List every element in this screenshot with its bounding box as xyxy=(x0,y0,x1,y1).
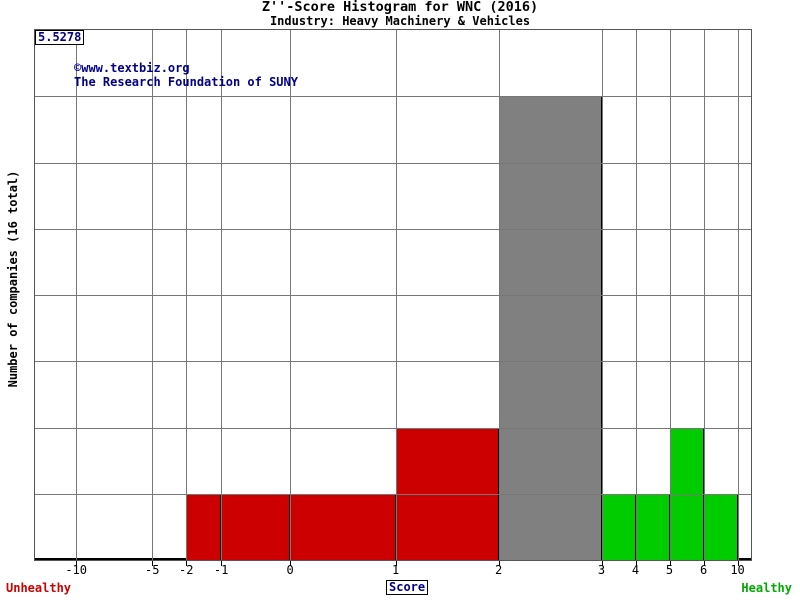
x-tick-mark xyxy=(290,561,292,566)
chart-title: Z''-Score Histogram for WNC (2016) xyxy=(261,0,539,15)
x-tick-mark xyxy=(669,561,671,566)
gridline-horizontal xyxy=(35,493,751,495)
gridline-horizontal xyxy=(35,228,751,230)
x-tick-label: 10 xyxy=(730,563,745,577)
x-tick-mark xyxy=(152,561,154,566)
plot-area: 5.5278 ©www.textbiz.org The Research Fou… xyxy=(34,29,752,561)
score-marker-label: 5.5278 xyxy=(35,30,85,45)
chart-subtitle: Industry: Heavy Machinery & Vehicles xyxy=(269,14,531,28)
watermark-line-1: ©www.textbiz.org xyxy=(74,61,190,75)
histogram-bar xyxy=(635,493,670,560)
x-tick-mark xyxy=(498,561,500,566)
gridline-horizontal xyxy=(35,295,751,296)
x-tick-label: 3 xyxy=(597,563,606,577)
histogram-bar xyxy=(737,558,751,560)
healthy-label: Healthy xyxy=(741,581,792,595)
histogram-bar xyxy=(221,493,291,560)
y-axis-title: Number of companies (16 total) xyxy=(6,170,20,388)
x-tick-label: -10 xyxy=(65,563,87,577)
histogram-bar xyxy=(703,493,738,560)
x-tick-label: 4 xyxy=(631,563,640,577)
x-tick-label: -1 xyxy=(213,563,229,577)
x-tick-mark xyxy=(601,561,603,566)
histogram-bar xyxy=(152,558,187,560)
x-tick-label: 5 xyxy=(665,563,674,577)
watermark-line-2: The Research Foundation of SUNY xyxy=(74,75,298,89)
histogram-bar xyxy=(76,558,153,560)
x-tick-mark xyxy=(221,561,223,566)
gridline-horizontal xyxy=(35,361,751,363)
histogram-bar xyxy=(35,558,77,560)
gridline-horizontal xyxy=(35,427,751,429)
x-tick-mark xyxy=(635,561,637,566)
x-tick-label: 2 xyxy=(494,563,503,577)
x-tick-mark xyxy=(737,561,739,566)
gridline-horizontal xyxy=(35,162,751,164)
x-tick-label: 6 xyxy=(699,563,708,577)
x-tick-mark xyxy=(395,561,397,566)
x-tick-label: 0 xyxy=(286,563,294,577)
histogram-bar xyxy=(498,96,602,560)
x-tick-label: -2 xyxy=(179,563,194,577)
histogram-bar xyxy=(290,493,396,560)
histogram-bar xyxy=(601,493,636,560)
x-tick-label: 1 xyxy=(392,563,400,577)
x-tick-label: -5 xyxy=(145,563,160,577)
unhealthy-label: Unhealthy xyxy=(6,581,72,595)
watermark: ©www.textbiz.org The Research Foundation… xyxy=(74,61,298,89)
x-tick-mark xyxy=(186,561,188,566)
x-tick-mark xyxy=(76,561,78,566)
x-axis-title: Score xyxy=(386,580,429,595)
x-tick-mark xyxy=(703,561,705,566)
gridline-horizontal xyxy=(35,96,751,98)
histogram-bar xyxy=(186,493,222,560)
